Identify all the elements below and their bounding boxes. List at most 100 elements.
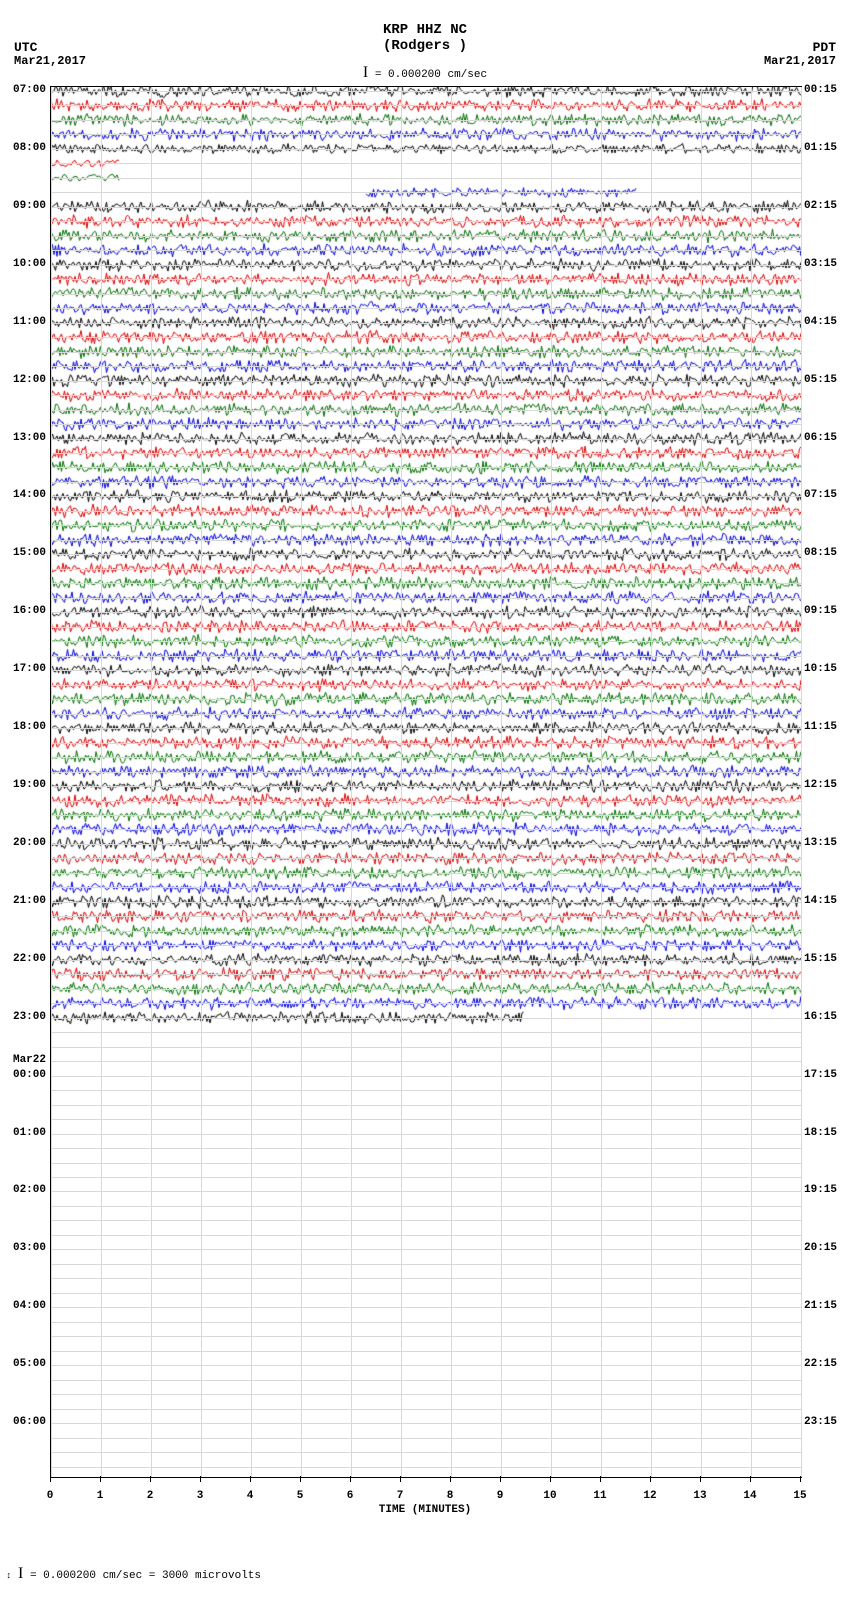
gridline-h (51, 916, 801, 917)
y-tick-label-right: 10:15 (804, 663, 837, 675)
y-tick-label-left: 08:00 (13, 142, 46, 154)
gridline-h (51, 887, 801, 888)
gridline-h (51, 801, 801, 802)
x-tick-label: 2 (147, 1490, 154, 1502)
x-tick (550, 1476, 551, 1482)
y-tick-label-left: 17:00 (13, 663, 46, 675)
gridline-h (51, 960, 801, 961)
gridline-h (51, 352, 801, 353)
gridline-h (51, 974, 801, 975)
gridline-h (51, 554, 801, 555)
gridline-h (51, 1336, 801, 1337)
right-date: Mar21,2017 (764, 54, 836, 68)
x-tick-label: 5 (297, 1490, 304, 1502)
chart-title: KRP HHZ NC (0, 22, 850, 38)
gridline-h (51, 1148, 801, 1149)
gridline-h (51, 1018, 801, 1019)
y-tick-label-right: 14:15 (804, 895, 837, 907)
x-tick (400, 1476, 401, 1482)
gridline-h (51, 265, 801, 266)
y-tick-label-left: 13:00 (13, 432, 46, 444)
y-tick-label-right: 06:15 (804, 432, 837, 444)
y-tick-label-left: 09:00 (13, 200, 46, 212)
gridline-h (51, 815, 801, 816)
gridline-h (51, 931, 801, 932)
gridline-h (51, 439, 801, 440)
x-tick (750, 1476, 751, 1482)
gridline-h (51, 250, 801, 251)
gridline-h (51, 873, 801, 874)
gridline-h (51, 1380, 801, 1381)
y-tick-label-right: 09:15 (804, 605, 837, 617)
gridline-h (51, 1293, 801, 1294)
gridline-h (51, 1206, 801, 1207)
gridline-h (51, 192, 801, 193)
y-tick-label-left: 14:00 (13, 489, 46, 501)
gridline-h (51, 410, 801, 411)
gridline-v (601, 87, 602, 1477)
y-tick-label-right: 22:15 (804, 1358, 837, 1370)
x-tick (800, 1476, 801, 1482)
y-tick-label-right: 21:15 (804, 1300, 837, 1312)
gridline-h (51, 221, 801, 222)
y-tick-label-right: 13:15 (804, 837, 837, 849)
y-tick-label-right: 07:15 (804, 489, 837, 501)
gridline-h (51, 786, 801, 787)
gridline-h (51, 105, 801, 106)
y-tick-label-right: 01:15 (804, 142, 837, 154)
gridline-h (51, 178, 801, 179)
gridline-h (51, 598, 801, 599)
gridline-h (51, 1134, 801, 1135)
gridline-h (51, 1076, 801, 1077)
gridline-h (51, 1047, 801, 1048)
y-tick-label-left: 02:00 (13, 1184, 46, 1196)
y-tick-label-right: 04:15 (804, 316, 837, 328)
gridline-h (51, 134, 801, 135)
scale-bar-icon: I (363, 64, 368, 81)
y-tick-label-left: 16:00 (13, 605, 46, 617)
chart-subtitle: (Rodgers ) (0, 38, 850, 54)
x-tick-label: 7 (397, 1490, 404, 1502)
footer-prefix-icon: ↕ (6, 1571, 11, 1581)
y-tick-label-right: 15:15 (804, 953, 837, 965)
seismogram-plot (50, 86, 802, 1478)
gridline-h (51, 670, 801, 671)
y-tick-label-left: 01:00 (13, 1127, 46, 1139)
gridline-h (51, 1177, 801, 1178)
x-tick (650, 1476, 651, 1482)
y-tick-label-left: 11:00 (13, 316, 46, 328)
y-tick-label-left: 21:00 (13, 895, 46, 907)
gridline-v (751, 87, 752, 1477)
gridline-h (51, 1307, 801, 1308)
seismogram-traces (51, 87, 801, 1477)
gridline-h (51, 699, 801, 700)
gridline-v (151, 87, 152, 1477)
gridline-h (51, 511, 801, 512)
gridline-h (51, 540, 801, 541)
x-tick-label: 9 (497, 1490, 504, 1502)
gridline-h (51, 1249, 801, 1250)
y-tick-label-left: 15:00 (13, 547, 46, 559)
y-tick-label-right: 17:15 (804, 1069, 837, 1081)
footer-text: = 0.000200 cm/sec = 3000 microvolts (30, 1570, 261, 1582)
y-tick-label-right: 08:15 (804, 547, 837, 559)
gridline-h (51, 1394, 801, 1395)
x-axis-title: TIME (MINUTES) (0, 1504, 850, 1516)
gridline-h (51, 656, 801, 657)
gridline-h (51, 1365, 801, 1366)
gridline-h (51, 714, 801, 715)
gridline-h (51, 323, 801, 324)
y-tick-label-left: 04:00 (13, 1300, 46, 1312)
gridline-h (51, 989, 801, 990)
x-tick (350, 1476, 351, 1482)
gridline-h (51, 467, 801, 468)
y-tick-label-right: 11:15 (804, 721, 837, 733)
y-tick-label-left: 22:00 (13, 953, 46, 965)
y-tick-label-right: 19:15 (804, 1184, 837, 1196)
gridline-h (51, 627, 801, 628)
x-tick-label: 6 (347, 1490, 354, 1502)
gridline-h (51, 728, 801, 729)
y-tick-label-left: Mar22 (13, 1054, 46, 1066)
gridline-v (451, 87, 452, 1477)
x-tick (200, 1476, 201, 1482)
